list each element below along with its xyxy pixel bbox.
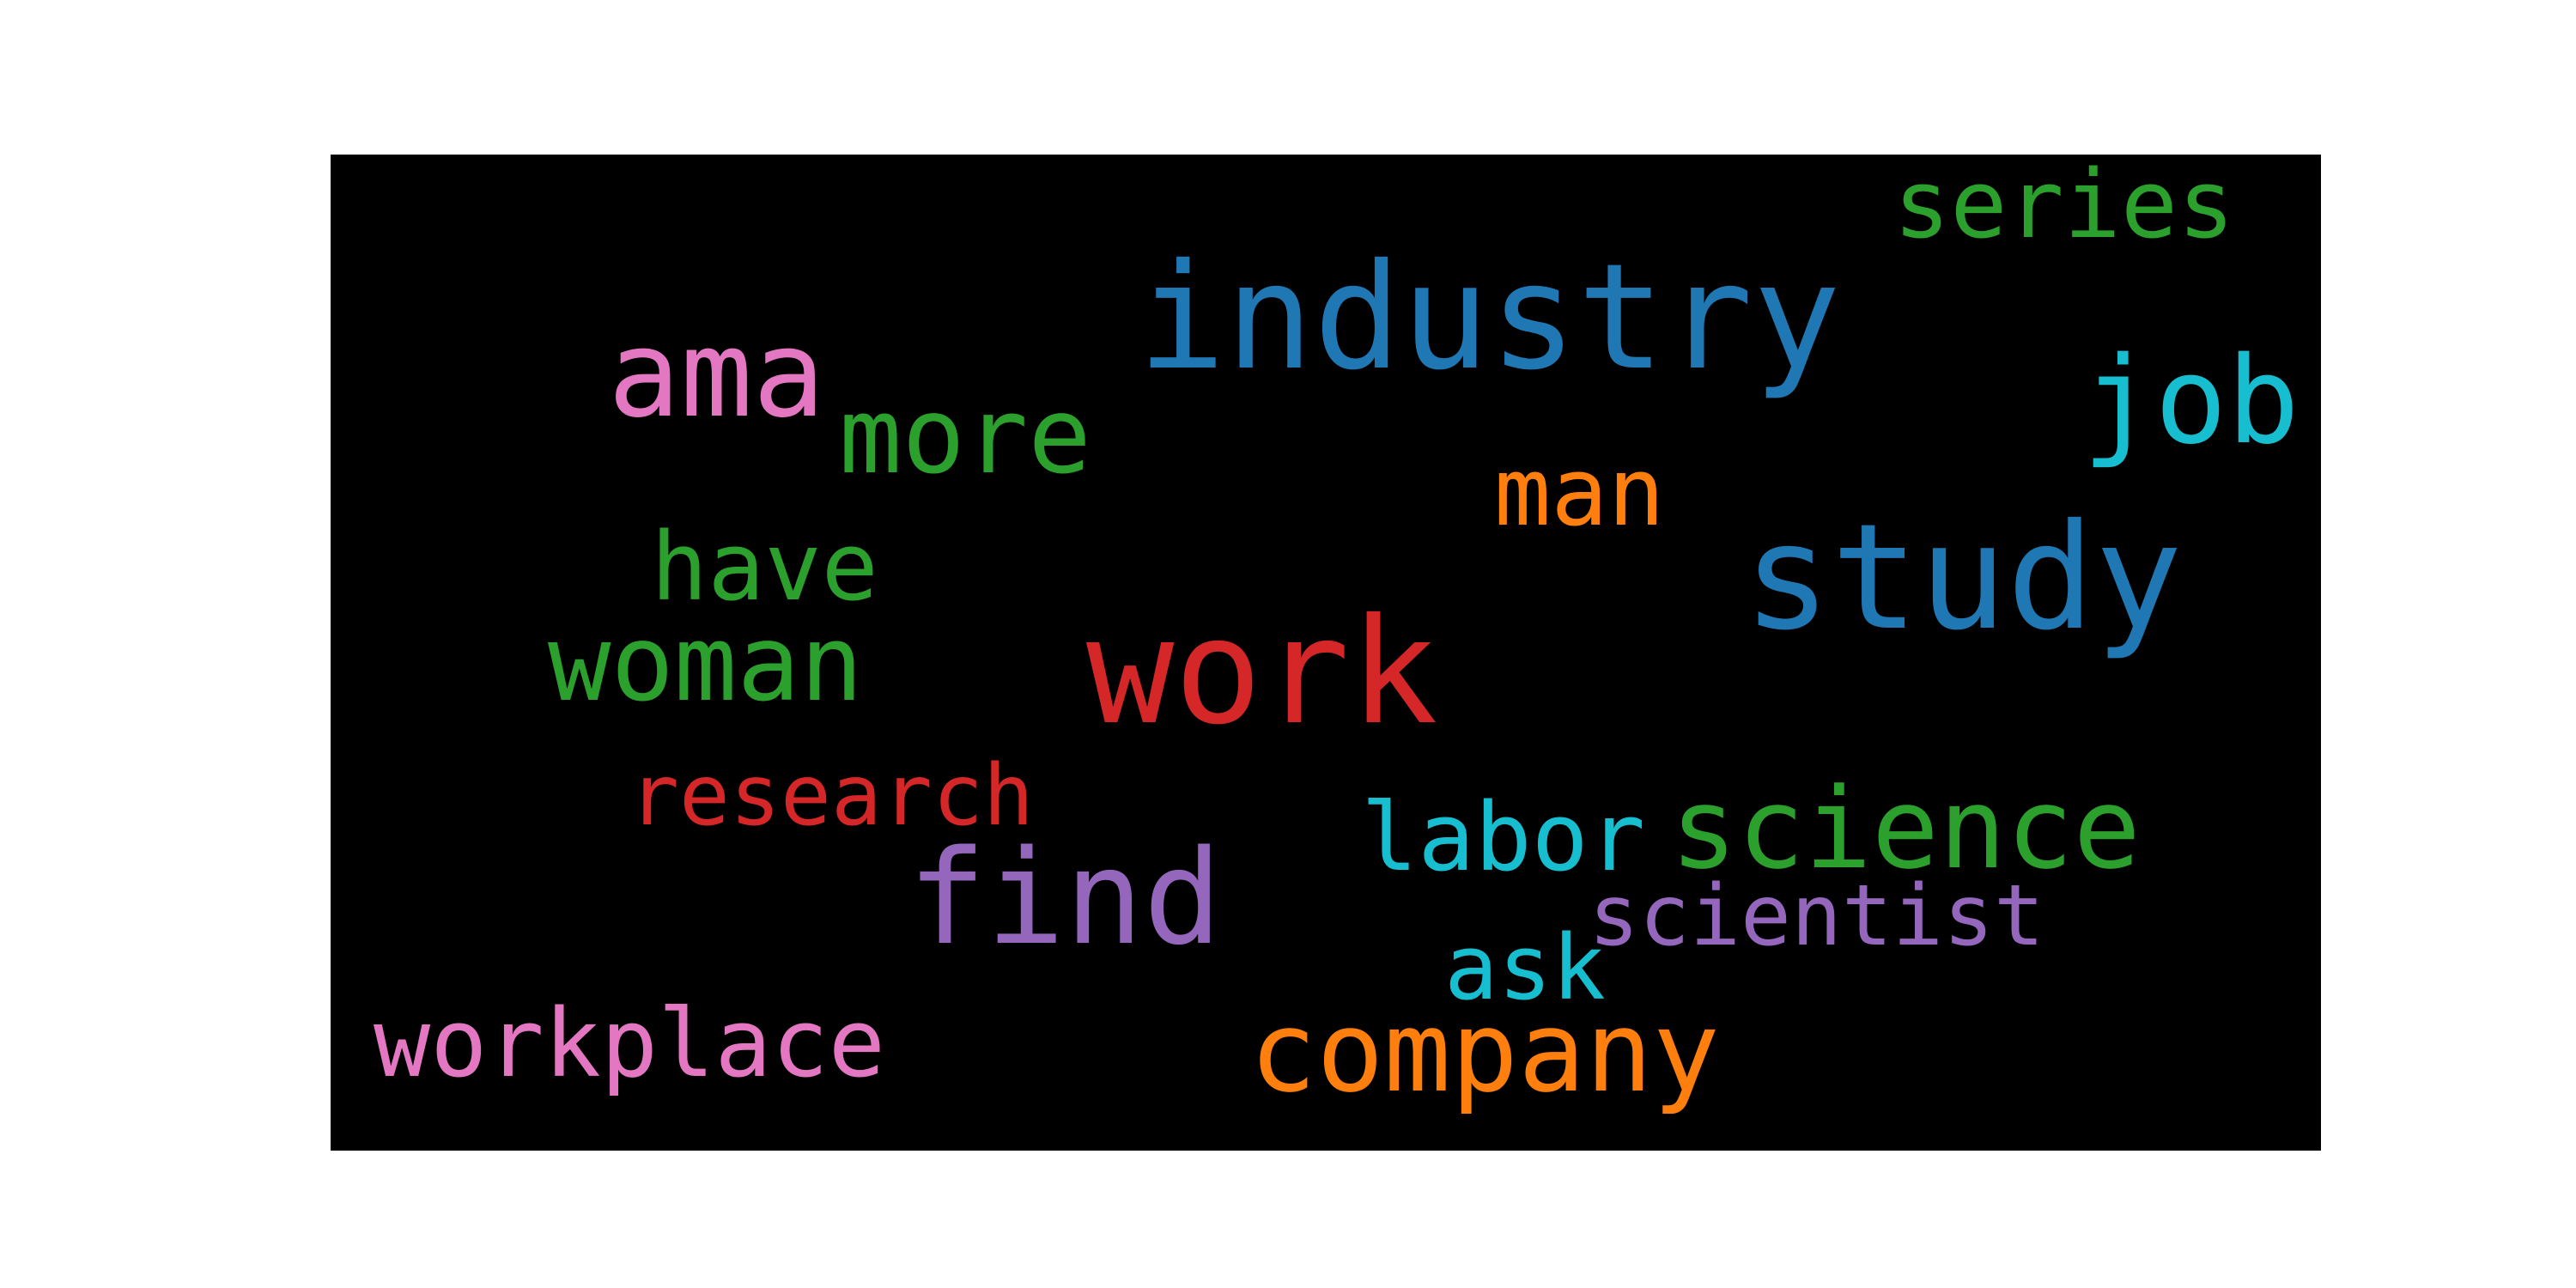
word-ama: ama bbox=[608, 305, 825, 445]
word-work: work bbox=[1086, 587, 1438, 757]
word-ask: ask bbox=[1444, 915, 1606, 1020]
word-man: man bbox=[1494, 437, 1665, 547]
word-series: series bbox=[1893, 155, 2235, 259]
word-company: company bbox=[1249, 987, 1720, 1117]
word-scientist: scientist bbox=[1589, 867, 2045, 965]
word-research: research bbox=[629, 747, 1035, 845]
word-have: have bbox=[651, 512, 878, 622]
word-job: job bbox=[2082, 331, 2300, 471]
word-find: find bbox=[908, 822, 1223, 974]
word-science: science bbox=[1670, 763, 2141, 894]
word-workplace: workplace bbox=[374, 988, 886, 1098]
word-woman: woman bbox=[548, 603, 864, 725]
word-more: more bbox=[839, 375, 1091, 497]
word-study: study bbox=[1743, 493, 2183, 663]
word-labor: labor bbox=[1361, 782, 1646, 892]
word-industry: industry bbox=[1138, 233, 1841, 403]
wordcloud-panel: industry study work job ama more series … bbox=[331, 155, 2321, 1151]
